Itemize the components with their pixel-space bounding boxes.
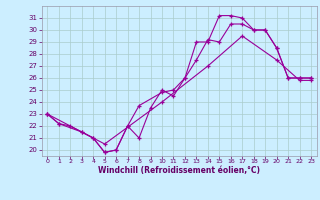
X-axis label: Windchill (Refroidissement éolien,°C): Windchill (Refroidissement éolien,°C) bbox=[98, 166, 260, 175]
